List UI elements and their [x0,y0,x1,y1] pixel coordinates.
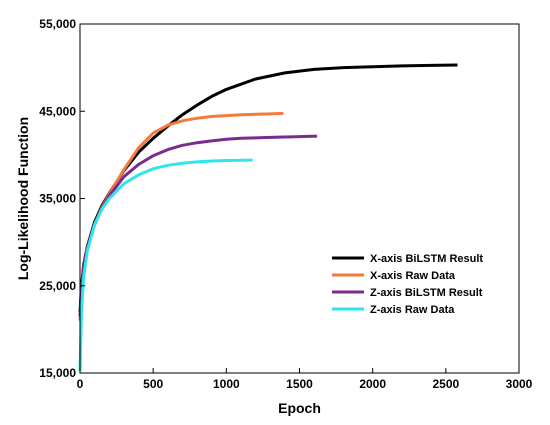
x-tick-label: 1000 [213,377,240,391]
x-tick-label: 3000 [506,377,533,391]
x-tick-label: 1500 [286,377,313,391]
x-axis-title: Epoch [278,400,321,416]
legend-label: Z-axis BiLSTM Result [370,287,483,299]
series-layer [78,63,458,372]
legend-label: X-axis Raw Data [370,270,456,282]
series-line-4 [78,158,253,372]
y-tick-label: 45,000 [39,104,76,118]
y-tick-label: 25,000 [39,279,76,293]
ticks-layer: 0 500 1000 1500 2000 2500 3000 15,000 25,000 35,0… [39,17,532,391]
legend-label: Z-axis Raw Data [370,304,455,316]
y-tick-label: 35,000 [39,192,76,206]
x-tick-label: 2500 [432,377,459,391]
legend: X-axis BiLSTM Result X-axis Raw Data Z-axi… [332,253,483,316]
y-axis-title: Log-Likelihood Function [15,117,31,280]
x-tick-label: 500 [143,377,163,391]
y-tick-label: 55,000 [39,17,76,31]
legend-label: X-axis BiLSTM Result [370,253,483,265]
x-tick-label: 2000 [359,377,386,391]
x-tick-label: 0 [77,377,84,391]
y-tick-label: 15,000 [39,366,76,380]
